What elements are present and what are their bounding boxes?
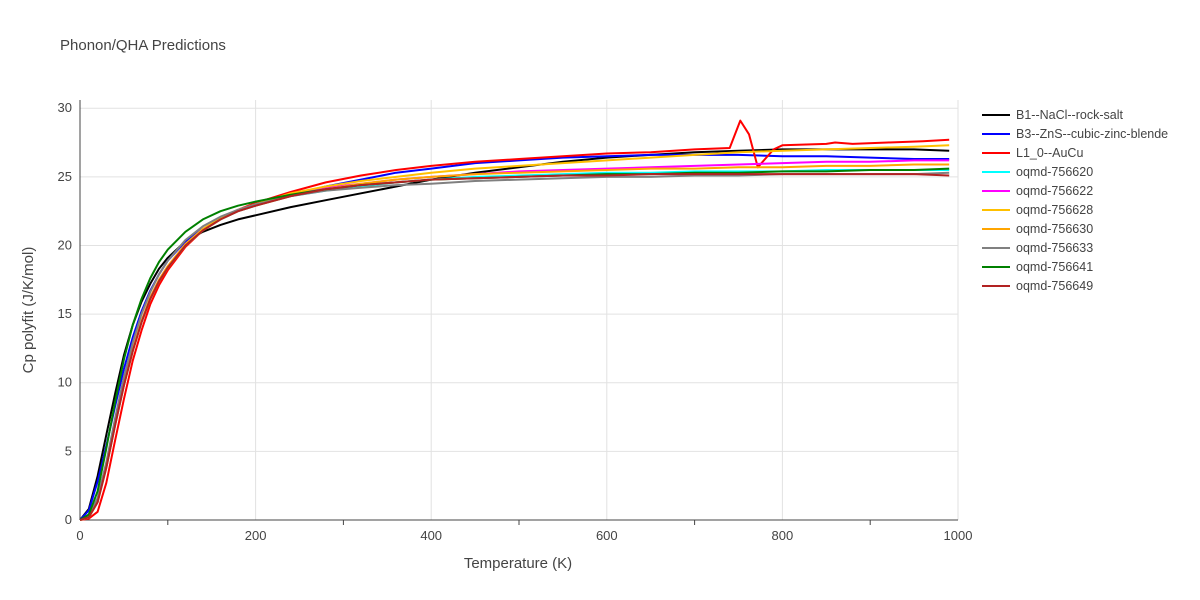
series-line-B3--ZnS--cubic-zinc-blende (79, 153, 950, 521)
legend-label: oqmd-756633 (1016, 241, 1093, 255)
legend-label: B1--NaCl--rock-salt (1016, 108, 1123, 122)
series-line-oqmd-756622 (79, 159, 950, 521)
series-line-oqmd-756630 (79, 163, 950, 521)
legend: B1--NaCl--rock-salt B3--ZnS--cubic-zinc-b… (982, 108, 1168, 293)
axes: 0 200 400 600 800 1000 0 5 10 15 20 25 30 (58, 100, 973, 543)
x-tick-label: 600 (596, 528, 618, 543)
series-line-oqmd-756628 (79, 144, 950, 521)
legend-item[interactable]: oqmd-756628 (982, 203, 1093, 217)
y-tick-label: 30 (58, 100, 72, 115)
series-line-B1--NaCl--rock-salt (79, 148, 950, 521)
series-line-oqmd-756649 (79, 173, 950, 521)
legend-label: B3--ZnS--cubic-zinc-blende (1016, 127, 1168, 141)
x-tick-label: 800 (772, 528, 794, 543)
legend-item[interactable]: B1--NaCl--rock-salt (982, 108, 1123, 122)
y-tick-label: 15 (58, 306, 72, 321)
legend-label: oqmd-756620 (1016, 165, 1093, 179)
x-tick-label: 0 (76, 528, 83, 543)
legend-label: oqmd-756630 (1016, 222, 1093, 236)
chart-title: Phonon/QHA Predictions (60, 37, 226, 54)
legend-label: oqmd-756628 (1016, 203, 1093, 217)
x-axis-title: Temperature (K) (464, 555, 572, 572)
grid (80, 100, 959, 520)
plot-area (79, 119, 950, 521)
y-axis-title: Cp polyfit (J/K/mol) (20, 247, 37, 374)
x-tick-label: 1000 (944, 528, 973, 543)
legend-label: oqmd-756649 (1016, 279, 1093, 293)
legend-label: L1_0--AuCu (1016, 146, 1083, 160)
legend-item[interactable]: B3--ZnS--cubic-zinc-blende (982, 127, 1168, 141)
x-tick-label: 400 (420, 528, 442, 543)
legend-label: oqmd-756622 (1016, 184, 1093, 198)
y-tick-label: 25 (58, 169, 72, 184)
legend-item[interactable]: oqmd-756649 (982, 279, 1093, 293)
y-tick-label: 0 (65, 512, 72, 527)
series-line-oqmd-756641 (79, 167, 950, 521)
legend-item[interactable]: oqmd-756641 (982, 260, 1093, 274)
legend-item[interactable]: oqmd-756622 (982, 184, 1093, 198)
x-tick-label: 200 (245, 528, 267, 543)
legend-item[interactable]: oqmd-756620 (982, 165, 1093, 179)
y-tick-label: 5 (65, 443, 72, 458)
legend-item[interactable]: L1_0--AuCu (982, 146, 1083, 160)
legend-label: oqmd-756641 (1016, 260, 1093, 274)
legend-item[interactable]: oqmd-756630 (982, 222, 1093, 236)
y-tick-label: 20 (58, 237, 72, 252)
legend-item[interactable]: oqmd-756633 (982, 241, 1093, 255)
series-line-L1_0--AuCu (79, 119, 950, 521)
y-tick-label: 10 (58, 375, 72, 390)
